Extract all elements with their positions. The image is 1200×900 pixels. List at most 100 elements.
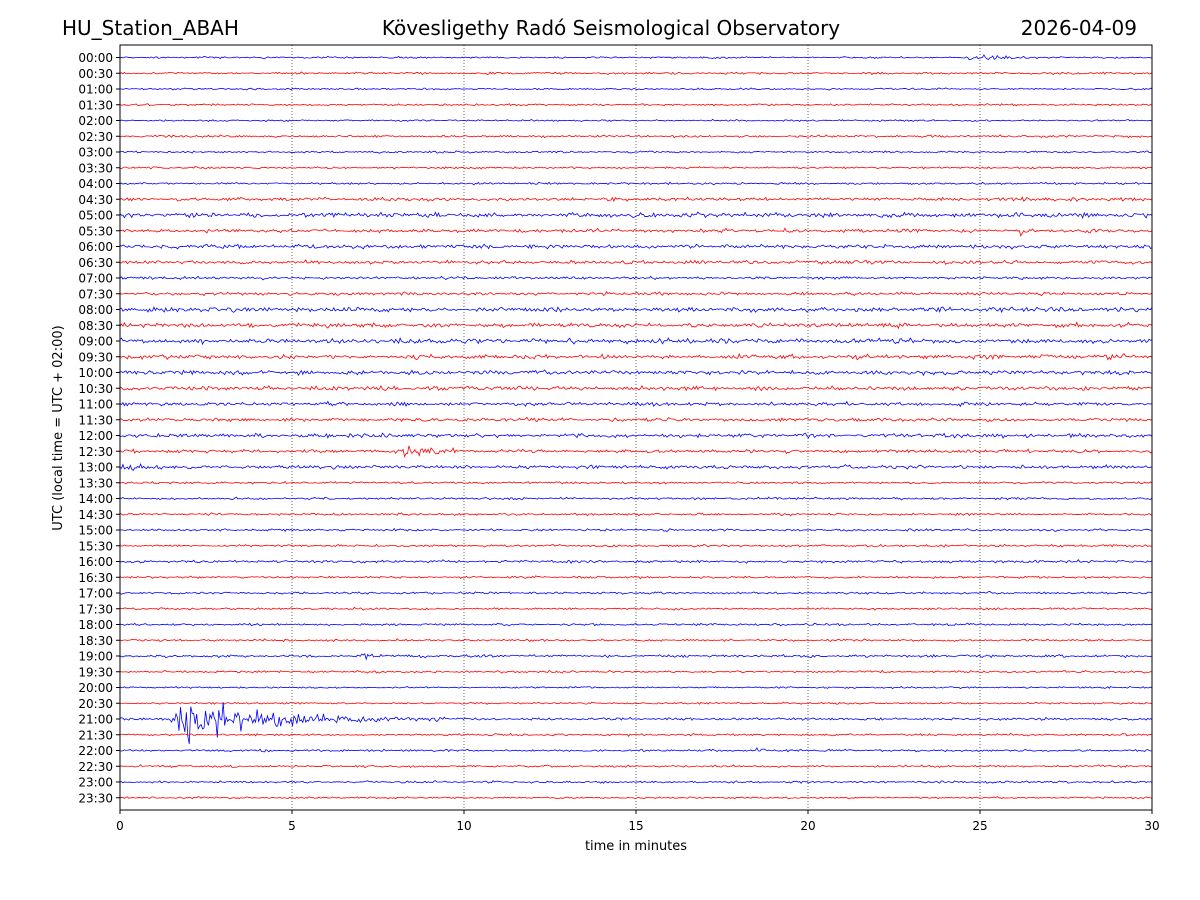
y-tick-label: 02:00 [78, 114, 113, 128]
y-tick-label: 04:00 [78, 177, 113, 191]
y-tick-label: 13:30 [78, 476, 113, 490]
y-tick-label: 09:00 [78, 335, 113, 349]
trace-0300 [119, 150, 1153, 154]
trace-1230 [119, 445, 1153, 458]
trace-0930 [119, 352, 1153, 361]
trace-2230 [119, 764, 1153, 769]
x-tick-label: 10 [456, 819, 471, 833]
trace-0900 [119, 337, 1153, 346]
trace-0230 [119, 134, 1153, 139]
trace-1630 [119, 575, 1153, 580]
trace-1730 [119, 606, 1153, 611]
trace-0800 [119, 306, 1153, 314]
y-tick-label: 20:00 [78, 681, 113, 695]
y-axis-label: UTC (local time = UTC + 02:00) [51, 325, 66, 530]
trace-1600 [119, 559, 1153, 564]
y-tick-label: 10:00 [78, 366, 113, 380]
trace-2100 [119, 702, 1153, 744]
y-tick-label: 19:30 [78, 665, 113, 679]
y-tick-label: 18:30 [78, 634, 113, 648]
y-tick-label: 21:00 [78, 713, 113, 727]
y-tick-label: 07:30 [78, 287, 113, 301]
y-tick-label: 14:00 [78, 492, 113, 506]
y-tick-label: 03:30 [78, 161, 113, 175]
trace-1530 [119, 543, 1153, 548]
trace-1700 [119, 591, 1153, 595]
x-tick-label: 15 [628, 819, 643, 833]
trace-1130 [119, 416, 1153, 423]
x-tick-label: 20 [800, 819, 815, 833]
y-tick-label: 16:30 [78, 571, 113, 585]
trace-2200 [119, 747, 1153, 753]
trace-1800 [119, 622, 1153, 627]
trace-1000 [119, 369, 1153, 377]
y-tick-label: 21:30 [78, 728, 113, 742]
y-tick-label: 09:30 [78, 350, 113, 364]
plot-frame [119, 44, 1153, 811]
y-tick-label: 19:00 [78, 650, 113, 664]
y-tick-label: 14:30 [78, 508, 113, 522]
y-tick-label: 07:00 [78, 272, 113, 286]
x-tick-label: 25 [972, 819, 987, 833]
trace-0500 [119, 211, 1153, 220]
y-tick-label: 00:30 [78, 67, 113, 81]
y-tick-label: 22:00 [78, 744, 113, 758]
y-tick-label: 01:00 [78, 83, 113, 97]
trace-0430 [119, 196, 1153, 203]
trace-0830 [119, 321, 1153, 330]
y-tick-label: 05:00 [78, 209, 113, 223]
y-tick-label: 08:30 [78, 319, 113, 333]
trace-0000 [119, 54, 1153, 61]
trace-0630 [119, 259, 1153, 265]
seismogram-traces [119, 54, 1153, 800]
trace-0700 [119, 275, 1153, 281]
y-tick-label: 03:00 [78, 146, 113, 160]
y-tick-label: 02:30 [78, 130, 113, 144]
trace-1200 [119, 432, 1153, 439]
trace-2130 [119, 732, 1153, 737]
y-tick-label: 17:00 [78, 587, 113, 601]
y-tick-label: 12:00 [78, 429, 113, 443]
x-tick-label: 0 [116, 819, 124, 833]
trace-1300 [119, 463, 1153, 471]
x-tick-label: 30 [1144, 819, 1159, 833]
trace-0030 [119, 71, 1153, 76]
station-name: HU_Station_ABAH [62, 16, 239, 40]
trace-0400 [119, 181, 1153, 186]
trace-0130 [119, 103, 1153, 107]
trace-1930 [119, 669, 1153, 674]
trace-1500 [119, 527, 1153, 532]
trace-1330 [119, 480, 1153, 485]
y-tick-label: 06:30 [78, 256, 113, 270]
trace-2000 [119, 685, 1153, 690]
trace-0200 [119, 118, 1153, 123]
trace-0530 [119, 227, 1153, 237]
y-tick-label: 01:30 [78, 98, 113, 112]
y-tick-label: 18:00 [78, 618, 113, 632]
y-tick-label: 08:00 [78, 303, 113, 317]
y-tick-label: 06:00 [78, 240, 113, 254]
trace-0600 [119, 243, 1153, 250]
x-axis-label: time in minutes [585, 839, 687, 854]
x-tick-label: 5 [288, 819, 296, 833]
trace-1100 [119, 400, 1153, 408]
trace-1430 [119, 512, 1153, 517]
y-tick-label: 15:30 [78, 539, 113, 553]
y-tick-label: 13:00 [78, 461, 113, 475]
y-tick-label: 11:30 [78, 413, 113, 427]
trace-1900 [119, 653, 1153, 661]
trace-2300 [119, 780, 1153, 784]
y-tick-label: 22:30 [78, 760, 113, 774]
trace-0100 [119, 87, 1153, 91]
y-tick-label: 05:30 [78, 224, 113, 238]
y-tick-label: 23:30 [78, 791, 113, 805]
y-tick-label: 10:30 [78, 382, 113, 396]
trace-2030 [119, 701, 1153, 705]
y-tick-label: 04:30 [78, 193, 113, 207]
y-tick-label: 23:00 [78, 776, 113, 790]
y-tick-label: 15:00 [78, 524, 113, 538]
y-tick-label: 11:00 [78, 398, 113, 412]
y-tick-label: 20:30 [78, 697, 113, 711]
